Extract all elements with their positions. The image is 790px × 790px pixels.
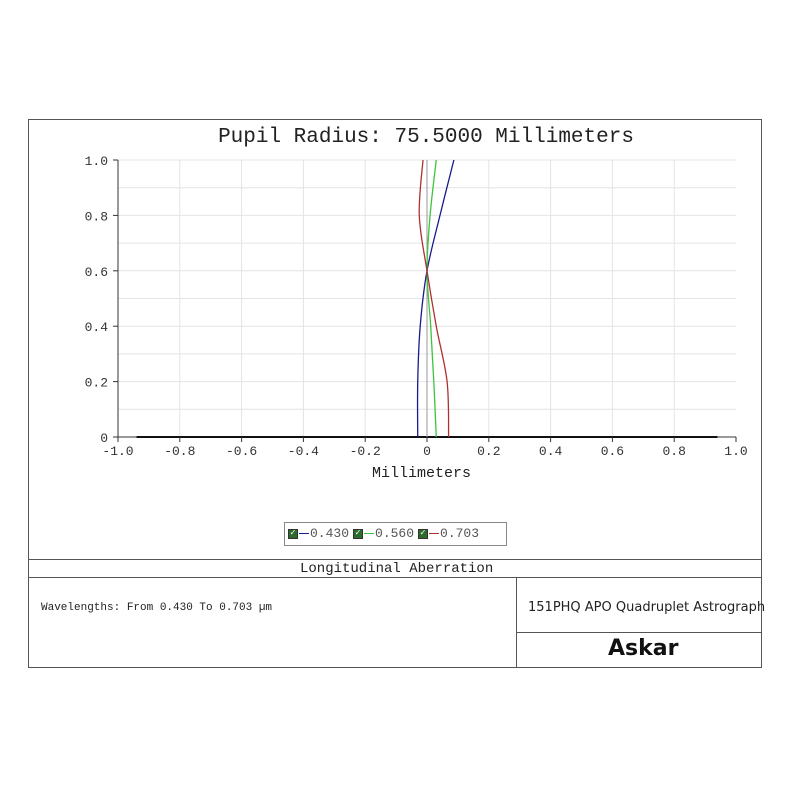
y-tick-label: 0.6 [85, 265, 108, 280]
y-tick-label: 1.0 [85, 154, 108, 169]
y-tick-label: 0.2 [85, 376, 108, 391]
series-line-0.560 [426, 159, 437, 438]
plot-frame [28, 119, 762, 668]
legend-swatch [364, 533, 375, 535]
checkbox-icon[interactable]: ✓ [353, 528, 364, 539]
chart-title: Pupil Radius: 75.5000 Millimeters [218, 126, 634, 149]
y-tick-label: 0.8 [85, 209, 108, 224]
legend: ✓ 0.430 ✓ 0.560 ✓ 0.703 [284, 522, 507, 546]
y-tick-label: 0 [100, 431, 108, 446]
x-tick-label: -0.4 [288, 444, 319, 459]
plot-name: Longitudinal Aberration [300, 561, 494, 577]
legend-swatch [429, 533, 440, 535]
x-tick-label: 0.2 [477, 444, 500, 459]
info-divider-h [516, 632, 762, 633]
wavelengths-text: Wavelengths: From 0.430 To 0.703 µm [41, 602, 273, 614]
x-tick-label: 1.0 [724, 444, 747, 459]
brand-logo: Askar [608, 636, 679, 661]
legend-label: 0.560 [375, 526, 415, 541]
x-tick-label: 0.4 [539, 444, 563, 459]
x-tick-label: -1.0 [102, 444, 133, 459]
x-tick-label: 0 [423, 444, 431, 459]
legend-swatch [299, 533, 309, 535]
checkbox-icon[interactable]: ✓ [288, 528, 298, 539]
plot-name-bar [28, 559, 762, 578]
checkbox-icon[interactable]: ✓ [418, 528, 429, 539]
x-tick-label: -0.6 [226, 444, 257, 459]
x-tick-label: 0.6 [601, 444, 624, 459]
y-tick-label: 0.4 [85, 320, 109, 335]
legend-label: 0.703 [440, 526, 480, 541]
series-line-0.430 [416, 159, 455, 438]
x-tick-label: -0.2 [350, 444, 381, 459]
x-tick-label: -0.8 [164, 444, 195, 459]
x-tick-label: 0.8 [662, 444, 685, 459]
info-divider [516, 578, 517, 668]
product-name: 151PHQ APO Quadruplet Astrograph [528, 600, 766, 615]
x-axis-label: Millimeters [372, 465, 472, 482]
series-line-0.703 [418, 159, 450, 438]
legend-item[interactable]: ✓ 0.430 [288, 526, 349, 541]
legend-label: 0.430 [310, 526, 350, 541]
legend-item[interactable]: ✓ 0.560 [353, 526, 414, 541]
legend-item[interactable]: ✓ 0.703 [418, 526, 479, 541]
